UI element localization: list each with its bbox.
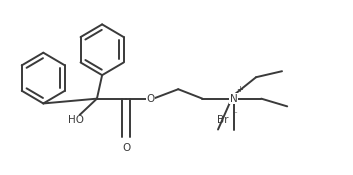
Text: Br: Br [217,115,229,125]
Text: O: O [122,142,131,153]
Text: O: O [146,94,155,104]
Text: N: N [230,94,238,104]
Text: +: + [237,85,243,94]
Text: ⁻: ⁻ [232,110,237,120]
Text: HO: HO [68,115,84,125]
